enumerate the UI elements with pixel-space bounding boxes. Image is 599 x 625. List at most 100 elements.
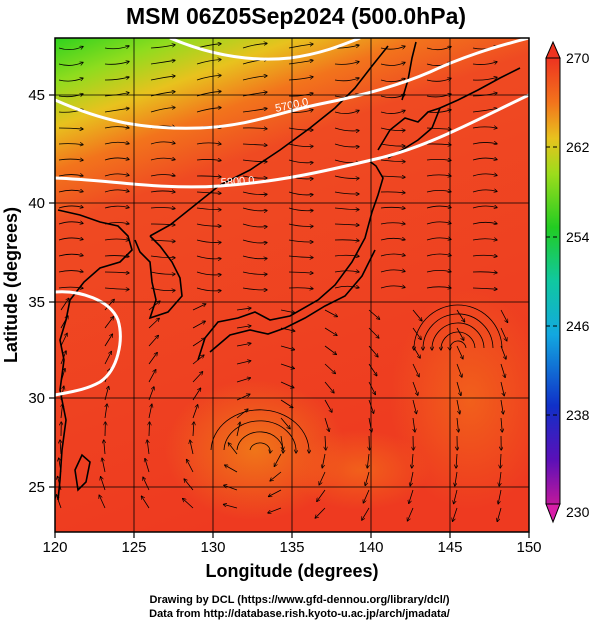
streamline xyxy=(236,422,240,437)
streamline xyxy=(280,363,294,369)
streamline xyxy=(334,110,359,114)
streamline xyxy=(60,440,61,455)
streamline xyxy=(324,327,337,335)
streamline xyxy=(58,78,83,82)
streamline xyxy=(288,159,313,163)
streamline xyxy=(192,372,203,383)
russia-coast xyxy=(149,45,389,237)
streamline xyxy=(380,254,405,256)
streamline xyxy=(324,399,332,412)
streamline xyxy=(147,440,149,455)
streamline xyxy=(236,431,283,453)
streamline xyxy=(58,206,83,208)
streamline xyxy=(380,207,405,208)
xtick-label-150: 150 xyxy=(516,539,541,556)
streamline xyxy=(104,272,129,273)
y-axis-label: Latitude (degrees) xyxy=(1,207,21,363)
streamline xyxy=(104,334,112,347)
streamline xyxy=(456,453,457,468)
streamline xyxy=(150,107,175,113)
streamline xyxy=(334,143,359,147)
streamline xyxy=(322,453,326,468)
streamline xyxy=(60,298,69,311)
streamline xyxy=(380,238,405,240)
streamline xyxy=(150,255,175,258)
streamline xyxy=(380,159,405,162)
streamline xyxy=(58,254,83,256)
colorbar-label-254: 254 xyxy=(566,229,590,245)
streamline xyxy=(183,499,194,509)
map-title: MSM 06Z05Sep2024 (500.0hPa) xyxy=(126,3,466,29)
streamline xyxy=(280,309,295,313)
streamline xyxy=(497,507,502,521)
streamline xyxy=(368,327,379,338)
streamline xyxy=(423,313,494,350)
streamline xyxy=(319,471,326,485)
streamline xyxy=(380,223,405,224)
streamline xyxy=(104,299,114,311)
axis-ticks xyxy=(49,94,530,538)
sakhalin-coast xyxy=(401,41,417,101)
streamline xyxy=(58,190,83,192)
streamline xyxy=(363,489,370,503)
streamline xyxy=(196,159,221,160)
streamline xyxy=(410,471,414,486)
streamline xyxy=(249,442,270,453)
streamline xyxy=(426,270,451,272)
streamline xyxy=(104,174,129,176)
streamline xyxy=(150,271,175,274)
streamline xyxy=(236,394,250,401)
streamline xyxy=(380,176,405,177)
warm-anomaly-south-2 xyxy=(290,430,430,510)
streamline xyxy=(288,256,313,258)
streamline xyxy=(58,222,83,224)
streamline xyxy=(380,62,405,66)
streamline xyxy=(368,363,377,376)
streamline xyxy=(334,175,359,178)
colorbar-label-246: 246 xyxy=(566,318,590,334)
streamline xyxy=(426,238,451,240)
streamline xyxy=(380,79,405,83)
streamline xyxy=(324,381,334,393)
colorbar: 270 262 254 246 238 230 xyxy=(545,40,590,524)
streamline xyxy=(368,381,375,394)
streamline xyxy=(472,142,497,144)
streamline xyxy=(500,453,501,468)
hokkaido-coast xyxy=(377,106,442,159)
streamline xyxy=(148,336,158,347)
streamline xyxy=(472,206,497,208)
streamline xyxy=(500,345,506,359)
streamline xyxy=(58,94,83,98)
streamline xyxy=(150,92,175,97)
streamline xyxy=(426,222,451,224)
streamline xyxy=(242,271,267,274)
streamline xyxy=(104,206,129,208)
streamline xyxy=(380,46,405,50)
streamline xyxy=(58,62,83,66)
ytick-label-25: 25 xyxy=(28,479,45,496)
streamline xyxy=(456,399,460,414)
streamline xyxy=(324,417,329,431)
streamline xyxy=(148,387,154,401)
streamline xyxy=(190,440,194,455)
streamline xyxy=(196,255,221,259)
streamline xyxy=(150,158,175,160)
streamline xyxy=(236,409,248,419)
credit-drawing: Drawing by DCL (https://www.gfd-dennou.o… xyxy=(149,594,450,606)
streamline xyxy=(104,108,129,113)
streamline xyxy=(58,159,83,160)
streamline xyxy=(150,208,175,209)
streamline xyxy=(288,127,313,130)
streamline xyxy=(409,489,414,503)
streamline xyxy=(501,417,502,432)
streamline xyxy=(456,363,462,377)
streamline xyxy=(362,507,370,520)
streamline xyxy=(104,190,129,192)
streamline xyxy=(500,399,503,414)
streamline xyxy=(104,142,129,144)
xtick-label-140: 140 xyxy=(358,539,383,556)
streamline xyxy=(457,417,459,432)
streamline xyxy=(380,127,405,131)
streamline xyxy=(407,507,414,521)
streamline xyxy=(317,489,326,501)
